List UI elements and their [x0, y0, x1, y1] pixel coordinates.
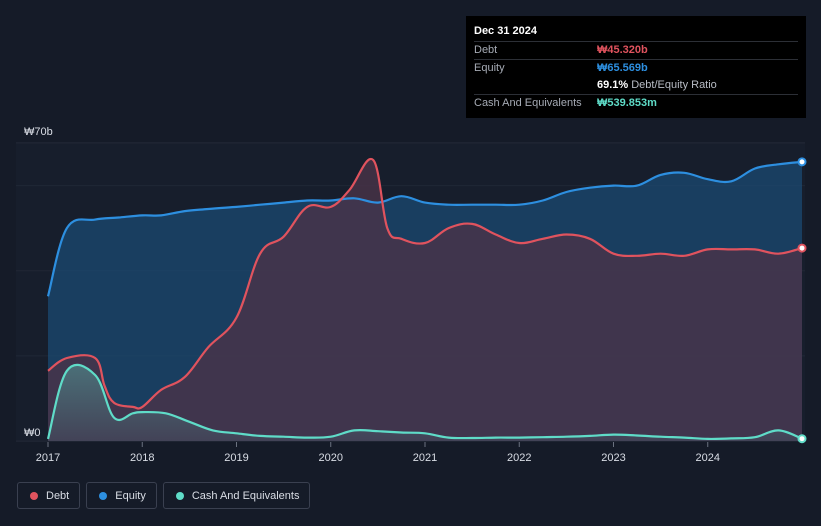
cash-and-equivalents-endpoint-marker [797, 434, 807, 444]
tooltip-cash-row: Cash And Equivalents ₩539.853m [474, 94, 798, 112]
x-tick-label: 2024 [696, 452, 720, 464]
cash-and-equivalents-line [46, 363, 803, 441]
y-axis-zero-label: ₩0 [24, 427, 41, 439]
x-tick-label: 2018 [130, 452, 154, 464]
tooltip-equity-label: Equity [474, 62, 505, 74]
equity-dot-icon [99, 491, 108, 500]
x-tick-label: 2021 [413, 452, 437, 464]
legend-equity-toggle[interactable]: Equity [86, 482, 157, 509]
debt-area [48, 158, 802, 441]
legend-cash-label: Cash And Equivalents [191, 489, 300, 502]
x-tick-label: 2022 [507, 452, 531, 464]
legend-cash-toggle[interactable]: Cash And Equivalents [162, 482, 311, 509]
legend-equity-label: Equity [115, 489, 146, 502]
series-areas [48, 158, 802, 441]
equity-line [46, 160, 803, 297]
tooltip-cash-value: ₩539.853m [597, 97, 657, 109]
tooltip-cash-label: Cash And Equivalents [474, 97, 582, 109]
series-endpoints [797, 157, 807, 444]
debt-line [47, 157, 803, 410]
cash-and-equivalents-area [48, 364, 802, 441]
y-axis-top-label: ₩70b [24, 126, 53, 138]
tooltip: Dec 31 2024 Debt ₩45.320b Equity ₩65.569… [466, 16, 806, 118]
tooltip-debt-label: Debt [474, 44, 498, 56]
tooltip-debt-value: ₩45.320b [597, 44, 648, 56]
tooltip-debt-row: Debt ₩45.320b [474, 41, 798, 59]
legend: Debt Equity Cash And Equivalents [17, 482, 311, 509]
cash-dot-icon [175, 491, 184, 500]
debt-endpoint-marker [797, 243, 807, 253]
tooltip-date: Dec 31 2024 [474, 25, 537, 37]
tooltip-ratio-label: Debt/Equity Ratio [631, 79, 717, 91]
x-axis: 2017 2018 2019 2020 2021 2022 2023 2024 [36, 442, 720, 464]
legend-debt-label: Debt [46, 489, 70, 502]
tooltip-equity-row: Equity ₩65.569b [474, 59, 798, 77]
tooltip-ratio-row: 69.1% Debt/Equity Ratio [474, 77, 798, 94]
series-lines [46, 157, 803, 441]
x-tick-label: 2017 [36, 452, 60, 464]
debt-dot-icon [30, 491, 38, 500]
x-tick-label: 2023 [601, 452, 625, 464]
legend-debt-toggle[interactable]: Debt [17, 482, 81, 509]
tooltip-equity-value: ₩65.569b [597, 62, 648, 74]
x-tick-label: 2020 [319, 452, 343, 464]
tooltip-ratio-value: 69.1% [597, 79, 629, 91]
equity-endpoint-marker [797, 157, 807, 167]
x-tick-label: 2019 [224, 452, 248, 464]
